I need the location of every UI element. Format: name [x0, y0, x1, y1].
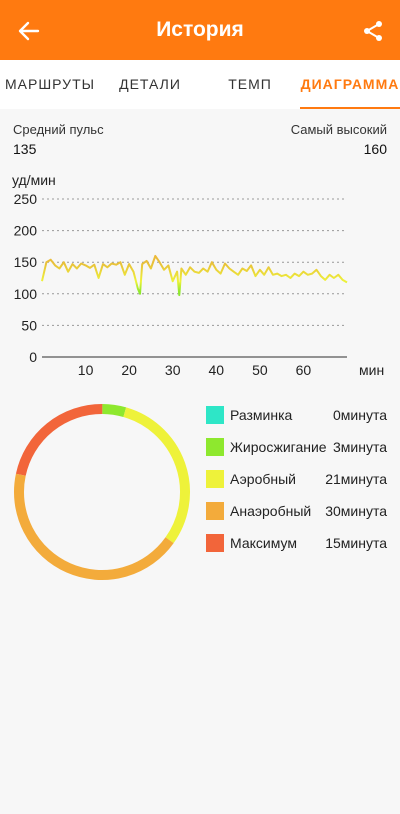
- arrow-left-icon: [18, 21, 40, 41]
- share-button[interactable]: [356, 14, 390, 48]
- tab-bar: МАРШРУТЫ ДЕТАЛИ ТЕМП ДИАГРАММА: [0, 60, 400, 109]
- legend-name: Анаэробный: [230, 503, 312, 519]
- legend-swatch-maximum: [206, 534, 224, 552]
- legend-name: Аэробный: [230, 471, 296, 487]
- share-icon: [364, 21, 382, 41]
- legend-item-maximum: Максимум 15минута: [206, 532, 400, 554]
- zone-ring-chart: [14, 403, 190, 580]
- tab-details[interactable]: ДЕТАЛИ: [119, 76, 181, 92]
- legend-value: 15минута: [325, 535, 387, 551]
- avg-pulse-label: Средний пульс: [13, 122, 104, 137]
- x-tick-label: 40: [208, 362, 224, 378]
- legend-item-fatburn: Жиросжигание 3минута: [206, 436, 400, 458]
- x-tick-label: 10: [78, 362, 94, 378]
- tab-chart[interactable]: ДИАГРАММА: [300, 60, 400, 109]
- x-tick-label: 30: [165, 362, 181, 378]
- legend-item-warmup: Разминка 0минута: [206, 404, 400, 426]
- legend-item-anaerobic: Анаэробный 30минута: [206, 500, 400, 522]
- heart-rate-series-line: [41, 254, 348, 297]
- legend-value: 0минута: [332, 407, 387, 423]
- y-tick-label: 200: [14, 223, 38, 239]
- zone-arc-aerobic: [123, 407, 190, 544]
- legend-value: 30минута: [325, 503, 387, 519]
- x-tick-labels: 10 20 30 40 50 60: [78, 362, 312, 378]
- zone-arc-maximum: [15, 403, 103, 476]
- app-bar: История: [0, 0, 400, 60]
- legend-value: 21минута: [325, 471, 387, 487]
- heart-rate-chart: 0 50 100 150 200 250 10 20 30 40 50 60 мин: [14, 191, 385, 378]
- y-tick-label: 250: [14, 191, 38, 207]
- max-pulse-label: Самый высокий: [290, 122, 387, 137]
- legend-name: Разминка: [230, 407, 293, 423]
- legend-swatch-anaerobic: [206, 502, 224, 520]
- chart-grid: [42, 198, 347, 358]
- y-tick-label: 0: [29, 349, 37, 365]
- y-tick-label: 50: [21, 317, 37, 333]
- x-tick-label: 20: [121, 362, 137, 378]
- tab-routes[interactable]: МАРШРУТЫ: [4, 76, 96, 92]
- x-axis-label: мин: [359, 362, 384, 378]
- legend-swatch-aerobic: [206, 470, 224, 488]
- legend-item-aerobic: Аэробный 21минута: [206, 468, 400, 490]
- x-tick-label: 50: [252, 362, 268, 378]
- zone-arc-fatburn: [102, 404, 127, 418]
- legend-swatch-warmup: [206, 406, 224, 424]
- max-pulse-value: 160: [363, 141, 387, 157]
- avg-pulse-value: 135: [13, 141, 37, 157]
- y-tick-labels: 0 50 100 150 200 250: [14, 191, 38, 365]
- tab-pace[interactable]: ТЕМП: [228, 76, 272, 92]
- legend-swatch-fatburn: [206, 438, 224, 456]
- zone-arc-anaerobic: [14, 473, 174, 580]
- x-tick-label: 60: [296, 362, 312, 378]
- page-title: История: [156, 18, 244, 41]
- legend-name: Жиросжигание: [230, 439, 327, 455]
- y-tick-label: 150: [14, 254, 38, 270]
- legend-value: 3минута: [332, 439, 387, 455]
- legend-name: Максимум: [230, 535, 297, 551]
- y-axis-label: уд/мин: [12, 172, 56, 188]
- y-tick-label: 100: [14, 286, 38, 302]
- back-button[interactable]: [12, 14, 46, 48]
